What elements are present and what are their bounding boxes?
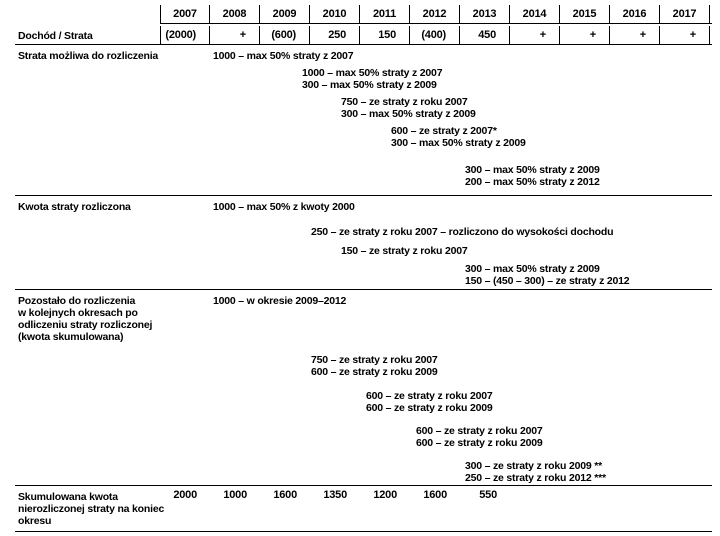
summary-value-cell: 1000 [223, 489, 247, 501]
s2-note-0: 1000 – max 50% z kwoty 2000 [213, 201, 355, 213]
note-line: 1000 – max 50% z kwoty 2000 [213, 201, 355, 213]
income-value-cell: 450 [460, 26, 510, 44]
income-row-label: Dochód / Strata [18, 30, 93, 42]
divider-line [15, 44, 712, 45]
summary-value-cell: 1200 [373, 489, 397, 501]
year-header-cell: 2010 [310, 5, 360, 23]
summary-value-cell: 550 [479, 489, 497, 501]
note-line: 300 – max 50% straty z 2009 [391, 137, 526, 149]
income-value-cell: (2000) [160, 26, 210, 44]
note-line: 600 – ze straty z roku 2009 [366, 402, 493, 414]
note-line: 300 – max 50% straty z 2009 [465, 164, 600, 176]
s2-note-1: 250 – ze straty z roku 2007 – rozliczono… [311, 226, 614, 238]
section-label-line: Skumulowana kwota [18, 491, 118, 503]
note-line: 600 – ze straty z roku 2007 [366, 390, 493, 402]
s1-note-0: 1000 – max 50% straty z 2007 [213, 50, 354, 62]
section-label-line: nierozliczonej straty na koniec [18, 503, 165, 515]
note-line: 200 – max 50% straty z 2012 [465, 176, 600, 188]
divider-line [15, 289, 712, 290]
year-header-cell: 2012 [410, 5, 460, 23]
year-header-cell: 2007 [160, 5, 210, 23]
s2-note-2: 150 – ze straty z roku 2007 [341, 245, 468, 257]
bottom-line [15, 531, 712, 532]
s1-note-4: 300 – max 50% straty z 2009 200 – max 50… [465, 164, 600, 188]
note-line: 250 – ze straty z roku 2007 – rozliczono… [311, 226, 614, 238]
note-line: 250 – ze straty z roku 2012 *** [465, 472, 606, 484]
year-header-cell: 2017 [660, 5, 710, 23]
note-line: 1000 – max 50% straty z 2007 [213, 50, 354, 62]
s3-note-3: 600 – ze straty z roku 2007 600 – ze str… [416, 425, 543, 449]
note-line: 300 – ze straty z roku 2009 ** [465, 460, 603, 472]
divider-line [15, 485, 712, 486]
note-line: 750 – ze straty z roku 2007 [311, 354, 438, 366]
note-line: 300 – max 50% straty z 2009 [302, 79, 437, 91]
summary-value-cell: 2000 [173, 489, 197, 501]
income-value-cell: + [210, 26, 260, 44]
note-line: 1000 – w okresie 2009–2012 [213, 295, 347, 307]
section-label-strata-mozliwa: Strata możliwa do rozliczenia [18, 50, 158, 62]
section-label-line: Kwota straty rozliczona [18, 201, 131, 213]
note-line: 600 – ze straty z 2007* [391, 125, 497, 137]
section-label-line: w kolejnych okresach po [18, 307, 138, 319]
summary-value-cell: 1350 [323, 489, 347, 501]
income-value-cell: + [510, 26, 560, 44]
section-label-line: okresu [18, 515, 52, 527]
divider-line [15, 195, 712, 196]
year-header-cell: 2008 [210, 5, 260, 23]
income-value-cell: + [660, 26, 710, 44]
income-value-cell: (400) [410, 26, 460, 44]
summary-row-label: Skumulowana kwota nierozliczonej straty … [18, 491, 164, 527]
year-header-cell: 2015 [560, 5, 610, 23]
s3-note-4: 300 – ze straty z roku 2009 ** 250 – ze … [465, 460, 606, 484]
s3-note-0: 1000 – w okresie 2009–2012 [213, 295, 346, 307]
section-label-line: odliczeniu straty rozliczonej [18, 319, 153, 331]
section-label-kwota-rozliczona: Kwota straty rozliczona [18, 201, 131, 213]
note-line: 600 – ze straty z roku 2007 [416, 425, 543, 437]
s1-note-3: 600 – ze straty z 2007* 300 – max 50% st… [391, 125, 526, 149]
s2-note-3: 300 – max 50% straty z 2009 150 – (450 –… [465, 263, 630, 287]
income-value-cell: + [560, 26, 610, 44]
income-value-cell: 150 [360, 26, 410, 44]
section-label-line: Pozostało do rozliczenia [18, 295, 136, 307]
income-value-cell: + [610, 26, 660, 44]
section-label-pozostalo: Pozostało do rozliczenia w kolejnych okr… [18, 295, 152, 343]
note-line: 150 – (450 – 300) – ze straty z 2012 [465, 275, 630, 287]
section-label-line: (kwota skumulowana) [18, 331, 124, 343]
s1-note-1: 1000 – max 50% straty z 2007 300 – max 5… [302, 67, 443, 91]
income-value-cell: 250 [310, 26, 360, 44]
year-header-cell: 2009 [260, 5, 310, 23]
note-line: 1000 – max 50% straty z 2007 [302, 67, 443, 79]
section-label-line: Strata możliwa do rozliczenia [18, 50, 159, 62]
year-header-cell: 2016 [610, 5, 660, 23]
note-line: 300 – max 50% straty z 2009 [341, 108, 476, 120]
header-underline [160, 23, 712, 24]
note-line: 300 – max 50% straty z 2009 [465, 263, 600, 275]
summary-value-cell: 1600 [423, 489, 447, 501]
year-header-cell: 2011 [360, 5, 410, 23]
summary-value-cell: 1600 [273, 489, 297, 501]
s3-note-1: 750 – ze straty z roku 2007 600 – ze str… [311, 354, 438, 378]
year-header-cell: 2014 [510, 5, 560, 23]
s3-note-2: 600 – ze straty z roku 2007 600 – ze str… [366, 390, 493, 414]
note-line: 600 – ze straty z roku 2009 [311, 366, 438, 378]
note-line: 150 – ze straty z roku 2007 [341, 245, 468, 257]
income-value-cell: (600) [260, 26, 310, 44]
s1-note-2: 750 – ze straty z roku 2007 300 – max 50… [341, 96, 476, 120]
note-line: 600 – ze straty z roku 2009 [416, 437, 543, 449]
note-line: 750 – ze straty z roku 2007 [341, 96, 468, 108]
year-header-cell: 2013 [460, 5, 510, 23]
